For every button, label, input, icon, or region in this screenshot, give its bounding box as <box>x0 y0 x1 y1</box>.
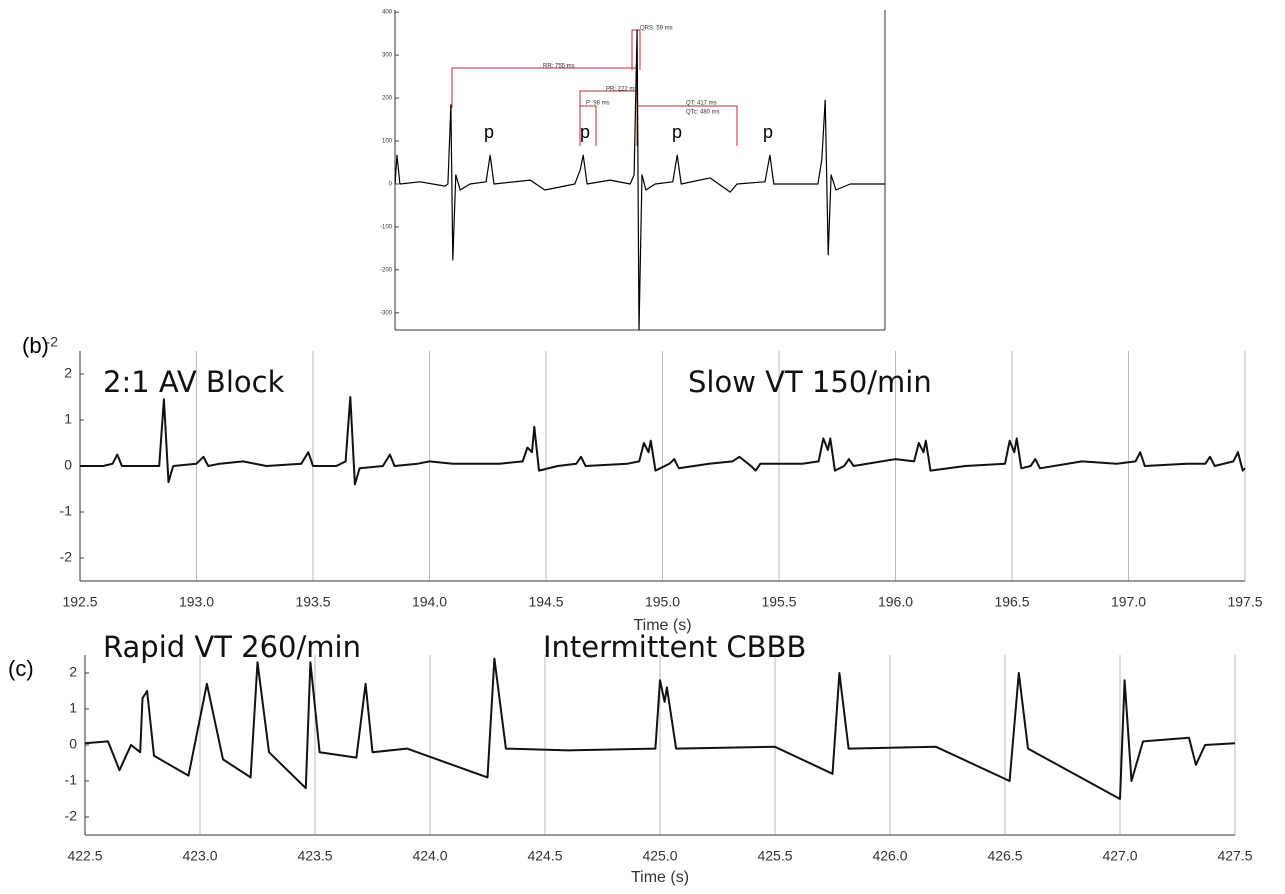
x-tick-label: 423.0 <box>182 848 217 864</box>
annotation: QT: 417 ms <box>686 101 717 107</box>
y-tick-label: -2 <box>65 808 78 824</box>
y-tick-label: 0 <box>389 182 393 188</box>
x-tick-label: 425.5 <box>757 848 792 864</box>
ecg-trace <box>84 657 1236 800</box>
y-tick-label: 200 <box>382 96 393 102</box>
annotation: Intermittent CBBB <box>543 630 806 664</box>
panel-label: (c) <box>8 656 34 681</box>
annotation: Rapid VT 260/min <box>103 630 361 664</box>
y-tick-label: -200 <box>380 267 393 273</box>
annotation: P: 98 ms <box>586 101 610 107</box>
panel-label: (b) <box>22 333 49 358</box>
corner-label: -2 <box>46 334 59 350</box>
annotation: QRS: 59 ms <box>640 26 673 32</box>
x-tick-label: 423.5 <box>297 848 332 864</box>
y-tick-label: -1 <box>60 503 73 519</box>
x-tick-label: 196.0 <box>878 594 913 610</box>
x-tick-label: 427.5 <box>1217 848 1252 864</box>
x-tick-label: 424.0 <box>412 848 447 864</box>
ecg-trace <box>394 29 885 331</box>
wave-label: p <box>672 122 682 142</box>
y-tick-label: -100 <box>380 224 393 230</box>
x-tick-label: 197.0 <box>1111 594 1146 610</box>
annotation: QTc: 480 ms <box>686 110 720 116</box>
annotation: RR: 755 ms <box>543 64 575 70</box>
x-tick-label: 192.5 <box>62 594 97 610</box>
x-tick-label: 193.5 <box>295 594 330 610</box>
y-tick-label: 400 <box>382 10 393 16</box>
wave-label: p <box>763 122 773 142</box>
x-tick-label: 426.0 <box>872 848 907 864</box>
x-tick-label: 194.5 <box>528 594 563 610</box>
y-tick-label: 1 <box>64 411 72 427</box>
panel: -2 -1 0 1 2 192.5 193.0 193.5 194.0 194.5 195.0 195… <box>22 333 1263 634</box>
x-tick-label: 193.0 <box>179 594 214 610</box>
annotation: 2:1 AV Block <box>103 365 285 399</box>
y-tick-label: 0 <box>64 457 72 473</box>
x-tick-label: 426.5 <box>987 848 1022 864</box>
x-tick-label: 197.5 <box>1227 594 1262 610</box>
x-tick-label: 422.5 <box>67 848 102 864</box>
ecg-trace <box>80 396 1246 486</box>
annotation: Slow VT 150/min <box>688 365 932 399</box>
x-tick-label: 427.0 <box>1102 848 1137 864</box>
y-tick-label: -300 <box>380 310 393 316</box>
y-tick-label: 300 <box>382 53 393 59</box>
x-tick-label: 194.0 <box>412 594 447 610</box>
y-tick-label: -2 <box>60 549 73 565</box>
annotation: PR: 222 ms <box>606 87 637 93</box>
y-tick-label: 2 <box>64 365 72 381</box>
interval-bracket <box>636 105 738 146</box>
y-tick-label: -1 <box>65 772 78 788</box>
x-tick-label: 424.5 <box>527 848 562 864</box>
interval-bracket <box>579 105 597 146</box>
wave-label: p <box>580 122 590 142</box>
y-tick-label: 100 <box>382 139 393 145</box>
y-tick-label: 0 <box>69 736 77 752</box>
x-tick-label: 196.5 <box>994 594 1029 610</box>
wave-label: p <box>484 122 494 142</box>
x-axis-label: Time (s) <box>633 617 691 634</box>
x-tick-label: 425.0 <box>642 848 677 864</box>
y-tick-label: 2 <box>69 664 77 680</box>
panel: 400 300 200 100 0 -100 -200 -300 QRS: 59 ms RR: 7… <box>380 10 886 331</box>
x-axis-label: Time (s) <box>631 869 689 886</box>
panel: -2 -1 0 1 2 422.5 423.0 423.5 424.0 424.5 425.0 425… <box>8 630 1253 886</box>
x-tick-label: 195.0 <box>645 594 680 610</box>
interval-bracket <box>631 29 641 70</box>
x-tick-label: 195.5 <box>761 594 796 610</box>
y-tick-label: 1 <box>69 700 77 716</box>
